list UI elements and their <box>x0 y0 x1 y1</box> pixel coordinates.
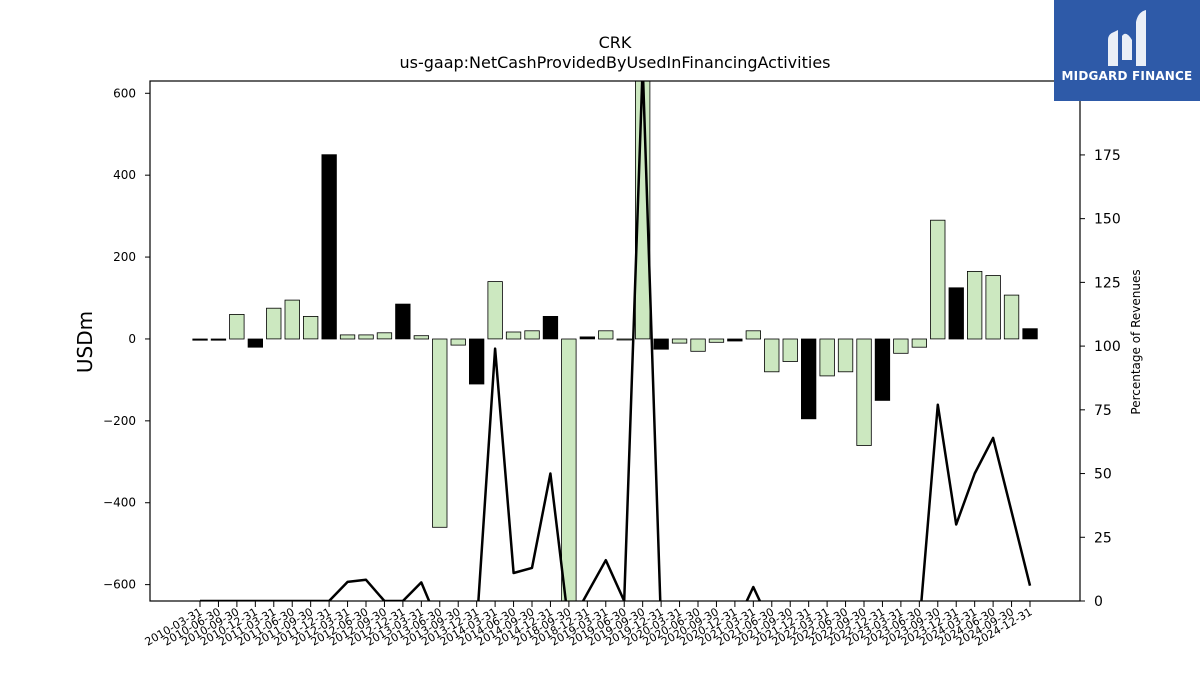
y-right-tick-label: 0 <box>1094 594 1103 610</box>
chart-title: CRK <box>599 33 632 52</box>
y-tick-label: 200 <box>113 250 136 264</box>
bar-2023-12-31 <box>948 287 964 340</box>
bar-2019-06-30 <box>616 338 632 341</box>
y-right-tick-label: 125 <box>1094 275 1121 291</box>
axes: −600 −400 −200 0 200 400 600 0 25 50 75 100 125 150 17… <box>103 80 1121 649</box>
bar-2021-06-30 <box>764 338 780 373</box>
y-tick-label: −200 <box>103 414 136 428</box>
bar-2011-12-31 <box>321 154 337 340</box>
bar-2019-03-31 <box>598 330 614 340</box>
bar-2014-09-30 <box>524 330 540 340</box>
plot-frame <box>149 80 1081 602</box>
bar-2018-12-31 <box>579 336 595 340</box>
bar-2012-03-31 <box>339 334 356 340</box>
bar-2024-09-30 <box>1003 294 1020 340</box>
bar-2024-12-31 <box>1022 328 1038 340</box>
bar-2012-09-30 <box>376 332 393 340</box>
percentage-of-revenues-line <box>200 81 1032 601</box>
bar-2013-06-30 <box>432 338 448 528</box>
y-right-tick-label: 75 <box>1094 403 1112 419</box>
bar-2021-12-31 <box>801 338 817 420</box>
line-series <box>200 81 1032 601</box>
y-tick-label: 600 <box>113 86 136 100</box>
bar-2012-12-31 <box>395 303 411 340</box>
bar-2012-06-30 <box>358 334 374 340</box>
bar-2024-03-31 <box>967 270 983 340</box>
bar-2020-09-30 <box>708 338 725 343</box>
bar-2011-06-30 <box>284 299 300 340</box>
y-tick-label: 400 <box>113 168 136 182</box>
bar-2022-09-30 <box>856 338 872 446</box>
bar-2023-03-31 <box>893 338 909 354</box>
bar-2023-09-30 <box>930 219 946 340</box>
bar-series <box>192 81 1038 601</box>
bar-2013-09-30 <box>450 338 466 346</box>
bar-2014-06-30 <box>505 331 522 340</box>
bar-2014-12-31 <box>542 315 559 340</box>
y-axis-right-label: Percentage of Revenues <box>1129 269 1143 414</box>
y-tick-label: 0 <box>128 332 136 346</box>
bar-2020-06-30 <box>690 338 706 352</box>
bar-2013-03-31 <box>413 335 430 340</box>
y-tick-label: −600 <box>103 578 136 592</box>
y-right-tick-label: 100 <box>1094 339 1121 355</box>
bar-2022-03-31 <box>819 338 835 377</box>
logo-text: MIDGARD FINANCE <box>1061 69 1193 83</box>
chart-subtitle: us-gaap:NetCashProvidedByUsedInFinancing… <box>399 53 830 72</box>
bar-2010-06-30 <box>210 338 227 341</box>
bar-2022-06-30 <box>837 338 854 373</box>
bar-2020-03-31 <box>671 338 688 344</box>
bar-2011-09-30 <box>302 315 319 340</box>
bar-2021-09-30 <box>782 338 798 362</box>
bar-2010-09-30 <box>229 313 245 340</box>
y-right-tick-label: 50 <box>1094 467 1112 483</box>
y-tick-label: −400 <box>103 496 136 510</box>
bar-2010-03-31 <box>192 338 208 341</box>
bar-2021-03-31 <box>745 330 761 340</box>
bar-2019-12-31 <box>653 338 669 350</box>
y-right-tick-label: 150 <box>1094 212 1121 228</box>
bar-2011-03-31 <box>266 307 282 340</box>
bar-2010-12-31 <box>247 338 264 348</box>
bar-2023-06-30 <box>911 338 927 348</box>
y-axis-label: USDm <box>73 311 97 373</box>
bar-2018-09-30 <box>561 338 577 601</box>
y-right-tick-label: 25 <box>1094 530 1112 546</box>
bar-2014-03-31 <box>487 281 503 340</box>
bar-2022-12-31 <box>874 338 891 401</box>
bar-2020-12-31 <box>727 338 743 342</box>
bar-2024-06-30 <box>985 275 1001 340</box>
logo-icon <box>1108 10 1146 66</box>
bar-2013-12-31 <box>468 338 485 385</box>
y-right-tick-label: 175 <box>1094 148 1121 164</box>
brand-logo: MIDGARD FINANCE <box>1054 0 1200 101</box>
